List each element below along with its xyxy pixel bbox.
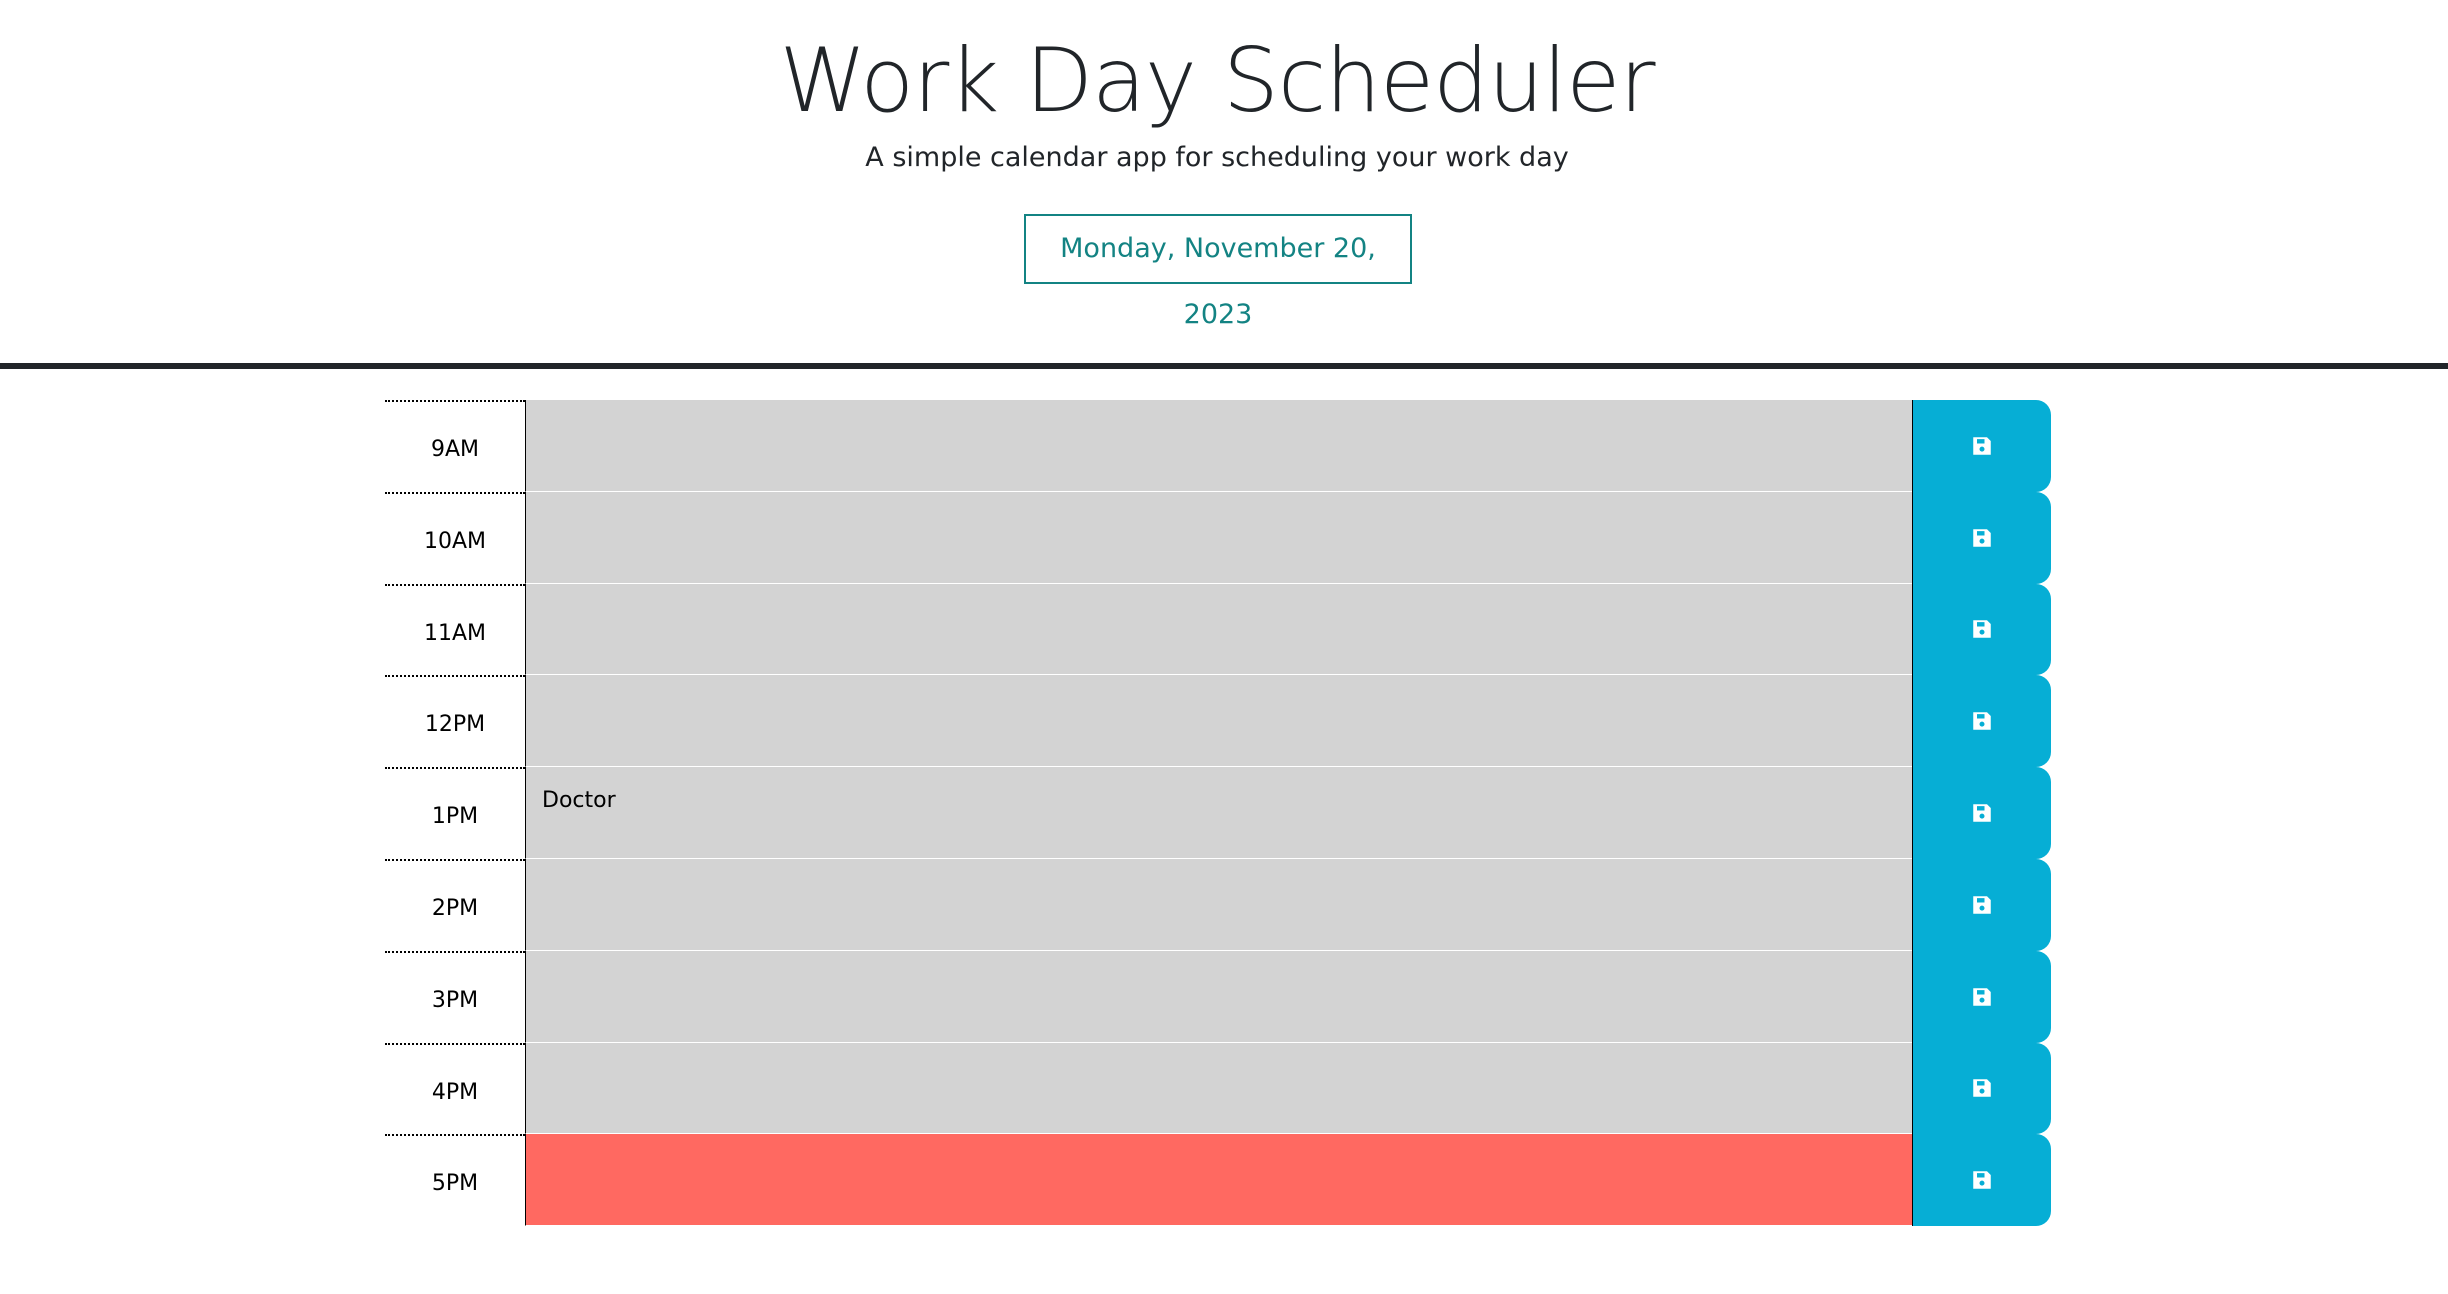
save-icon [1973,1079,1991,1098]
save-button[interactable] [1912,950,2051,1043]
save-icon [1973,987,1991,1006]
save-icon [1973,712,1991,731]
hour-label: 9AM [385,400,525,492]
save-icon [1973,437,1991,455]
hour-label: 10AM [385,491,525,584]
time-block-row: 4PM [385,1042,2051,1135]
time-block-row: 5PM [385,1134,2051,1227]
schedule-container: 9AM10AM11AM12PM1PM2PM3PM4PM5PM [385,400,2051,1227]
hour-label: 5PM [385,1134,525,1226]
save-button[interactable] [1912,583,2051,676]
description-input[interactable] [525,950,1912,1043]
hour-label: 3PM [385,950,525,1043]
save-icon [1973,896,1991,914]
hour-label: 1PM [385,767,525,859]
hour-label: 4PM [385,1042,525,1135]
description-input[interactable] [525,675,1912,768]
time-block-row: 3PM [385,950,2051,1043]
time-block-row: 10AM [385,491,2051,584]
save-icon [1973,1171,1991,1190]
save-button[interactable] [1912,1134,2051,1227]
save-icon [1973,620,1991,639]
description-input[interactable] [525,491,1912,584]
time-block-row: 12PM [385,675,2051,768]
save-button[interactable] [1912,400,2051,492]
hour-label: 12PM [385,675,525,767]
description-input[interactable] [525,583,1912,676]
hour-label: 11AM [385,583,525,676]
description-input[interactable] [525,858,1912,951]
description-input[interactable] [525,1134,1912,1227]
save-button[interactable] [1912,767,2051,859]
time-block-row: 11AM [385,583,2051,676]
save-button[interactable] [1912,858,2051,951]
page-subtitle: A simple calendar app for scheduling you… [865,142,1569,173]
time-block-row: 2PM [385,858,2051,951]
save-icon [1973,804,1991,822]
description-input[interactable] [525,400,1912,492]
save-icon [1973,528,1991,547]
save-button[interactable] [1912,675,2051,768]
time-block-row: 9AM [385,400,2051,492]
save-button[interactable] [1912,1042,2051,1135]
time-block-row: 1PM [385,767,2051,859]
current-day: Monday, November 20, 2023 [1024,214,1412,330]
description-input[interactable] [525,767,1912,859]
hour-label: 2PM [385,858,525,951]
description-input[interactable] [525,1042,1912,1135]
header: Work Day Scheduler A simple calendar app… [0,0,2448,369]
page-title: Work Day Scheduler [779,29,1655,132]
save-button[interactable] [1912,491,2051,584]
